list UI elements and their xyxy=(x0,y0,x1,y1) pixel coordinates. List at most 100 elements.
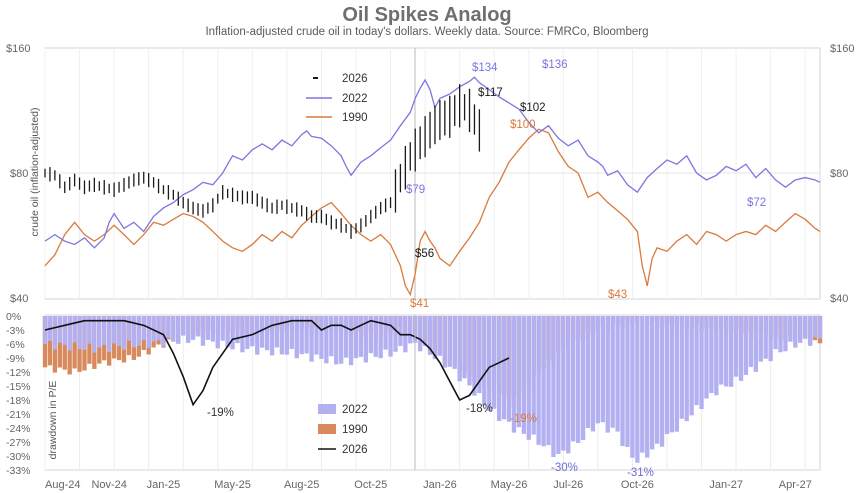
annotation-56: $56 xyxy=(415,248,434,260)
x-tick-label: Jan-26 xyxy=(423,479,457,491)
bar-2022-week xyxy=(279,316,285,355)
bar-2022-week xyxy=(284,316,290,355)
bottom-y-tick: -27% xyxy=(6,437,31,449)
bar-2022-week xyxy=(615,316,620,432)
bar-2022-week xyxy=(190,316,196,340)
chart-title: Oil Spikes Analog xyxy=(342,4,511,26)
bottom-y-tick: -3% xyxy=(6,325,25,337)
bar-2022-week xyxy=(339,316,344,364)
bar-2022-week xyxy=(610,316,615,428)
bar-2022-week xyxy=(753,316,758,372)
bar-2022-week xyxy=(768,316,773,362)
bar-2022-week xyxy=(269,316,275,356)
bar-2022-week xyxy=(575,316,581,443)
x-tick-label: Aug-24 xyxy=(45,479,80,491)
bottom-y-axis-label: drawdown in P/E xyxy=(47,381,59,460)
bar-2022-week xyxy=(264,316,270,351)
bar-2022-week xyxy=(649,316,655,450)
bar-2022-week xyxy=(131,316,137,348)
bar-2022-week xyxy=(304,316,309,354)
bottom-y-tick: -9% xyxy=(6,353,25,365)
x-tick-label: May-26 xyxy=(491,479,528,491)
bar-2022-week xyxy=(141,316,146,340)
series-1990-line xyxy=(44,128,821,297)
bar-2022-week xyxy=(467,316,472,386)
bar-2022-week xyxy=(645,316,650,458)
bar-2022-week xyxy=(807,316,813,346)
bar-2022-week xyxy=(536,316,541,445)
bar-2022-week xyxy=(699,316,704,409)
bar-2022-week xyxy=(52,316,58,350)
bar-2022-week xyxy=(600,316,605,423)
bar-2022-week xyxy=(595,316,601,424)
bar-2022-week xyxy=(62,316,67,345)
bottom-legend: 2022 1990 2026 xyxy=(318,404,368,456)
bar-2022-week xyxy=(126,316,132,341)
bar-2022-week xyxy=(161,316,166,347)
bar-2022-week xyxy=(176,316,181,344)
bottom-panel-frame xyxy=(44,314,821,471)
bar-2022-week xyxy=(255,316,260,355)
bottom-y-tick: -18% xyxy=(6,395,31,407)
bar-2022-week xyxy=(546,316,551,446)
annotation-dd-19-1990: -19% xyxy=(510,413,537,425)
bar-2022-week xyxy=(694,316,699,406)
bar-2022-week xyxy=(107,316,112,352)
legend-bottom-1990-swatch xyxy=(318,424,336,434)
bar-2022-week xyxy=(798,316,803,343)
bar-2022-week xyxy=(654,316,660,444)
y-tick-right-40: $40 xyxy=(830,293,848,305)
bar-2022-week xyxy=(719,316,724,385)
bar-2022-week xyxy=(635,316,640,463)
bar-2022-week xyxy=(437,316,443,356)
bar-2022-week xyxy=(329,316,334,357)
x-tick-label: Jul-26 xyxy=(553,479,583,491)
bar-2022-week xyxy=(383,316,388,350)
bar-2022-week xyxy=(235,316,240,344)
x-tick-label: Oct-25 xyxy=(354,479,387,491)
bar-2022-week xyxy=(398,316,403,346)
bar-2022-week xyxy=(482,316,487,406)
bar-2022-week xyxy=(324,316,329,364)
annotation-102: $102 xyxy=(520,102,546,114)
bottom-y-tick: -30% xyxy=(6,451,31,463)
bar-2022-week xyxy=(580,316,586,441)
x-tick-label: Oct-26 xyxy=(621,479,654,491)
y-tick-left-40: $40 xyxy=(10,293,28,305)
annotation-43: $43 xyxy=(608,289,627,301)
series-2026-hilo-bars xyxy=(44,84,481,239)
annotation-136: $136 xyxy=(542,59,568,71)
series-2026-drawdown-line xyxy=(44,319,510,407)
bar-2022-week xyxy=(151,316,156,342)
bar-2022-week xyxy=(487,316,492,411)
y-tick-right-80: $80 xyxy=(830,168,848,180)
bar-2022-week xyxy=(230,316,235,350)
bottom-y-tick: -12% xyxy=(6,367,31,379)
annotation-100: $100 xyxy=(510,119,536,131)
bar-2022-week xyxy=(748,316,754,367)
bar-2022-week xyxy=(289,316,294,349)
legend-bottom-1990-label: 1990 xyxy=(342,424,368,436)
series-2022-line xyxy=(44,76,821,249)
bar-2022-week xyxy=(585,316,591,429)
x-tick-label: Aug-25 xyxy=(284,479,319,491)
annotation-79: $79 xyxy=(406,184,425,196)
bar-2022-week xyxy=(136,316,141,346)
bar-2022-week xyxy=(496,316,502,421)
bar-2022-week xyxy=(97,316,102,348)
bar-2022-week xyxy=(689,316,694,416)
bar-2022-week xyxy=(531,316,536,435)
bar-2022-week xyxy=(442,316,448,368)
bar-2022-week xyxy=(210,316,216,342)
bar-2022-week xyxy=(477,316,482,394)
bar-2022-week xyxy=(200,316,206,346)
legend-2022-label: 2022 xyxy=(342,93,368,105)
annotation-dd-19-2026: -19% xyxy=(207,407,234,419)
bar-2022-week xyxy=(566,316,571,454)
bar-2022-week xyxy=(205,316,211,340)
bar-2022-week xyxy=(67,316,72,351)
annotation-134: $134 xyxy=(472,62,498,74)
bar-2022-week xyxy=(181,316,186,336)
bar-2022-week xyxy=(551,316,556,457)
bar-2022-week xyxy=(743,316,749,375)
